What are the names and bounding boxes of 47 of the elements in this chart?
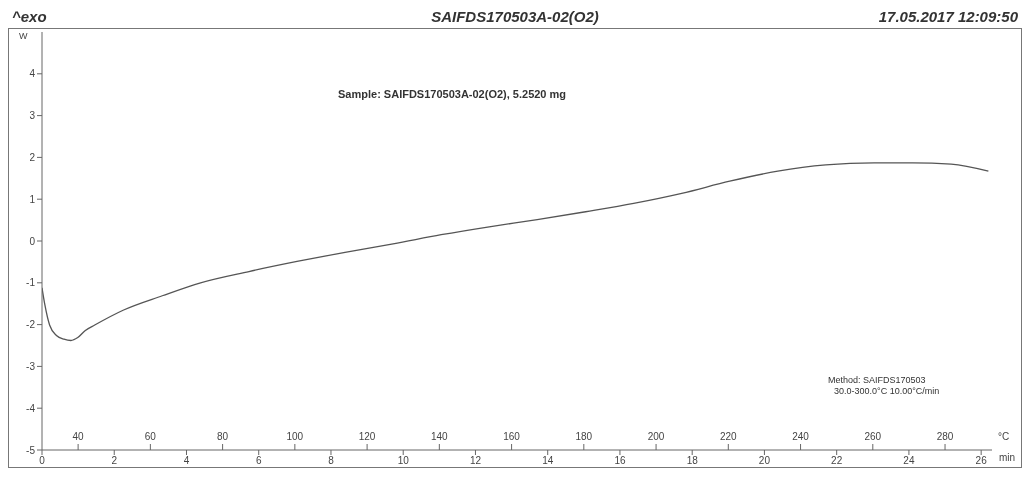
y-tick-label: -2 (26, 319, 36, 331)
x2-tick-label: 160 (503, 431, 521, 442)
x-tick-label: 20 (758, 455, 771, 467)
x2-tick-label: 60 (144, 431, 157, 442)
x-tick-label: 16 (614, 455, 626, 467)
x2-tick-label: 260 (864, 431, 882, 442)
y-tick-label: -5 (26, 444, 36, 456)
x-tick-label: 14 (542, 455, 554, 467)
x2-tick-label: 180 (575, 431, 593, 442)
y-tick-label: 4 (29, 68, 36, 80)
chart-title: SAIFDS170503A-02(O2) (431, 8, 599, 25)
x2-tick-label: 140 (430, 431, 449, 442)
y-tick-label: -4 (26, 402, 36, 414)
x-tick-label: 6 (255, 455, 262, 467)
x-axis-title: min (998, 452, 1015, 463)
x2-tick-label: 100 (286, 431, 304, 442)
x2-tick-label: 120 (358, 431, 376, 442)
y-tick-label: 2 (29, 151, 36, 163)
x2-tick-label: 280 (936, 431, 954, 442)
y-tick-label: 3 (29, 110, 36, 122)
x-tick-label: 12 (469, 455, 482, 467)
x-tick-label: 8 (328, 455, 335, 467)
y-axis-title: W (19, 31, 28, 42)
x-tick-label: 22 (831, 455, 843, 467)
line-series (42, 162, 990, 342)
x-tick-label: 10 (397, 455, 410, 467)
x-tick-label: 2 (111, 455, 118, 467)
x2-tick-label: 220 (719, 431, 738, 442)
x2-axis-title: °C (998, 431, 1010, 442)
y-tick-label: -1 (26, 277, 36, 289)
x-tick-label: 24 (903, 455, 915, 467)
text: ^exo (12, 8, 47, 25)
y-tick-label: 0 (29, 235, 36, 247)
x2-tick-label: 200 (647, 431, 665, 442)
x-tick-label: 4 (183, 455, 190, 467)
x-tick-label: 26 (975, 455, 988, 467)
annotation: 30.0-300.0°C 10.00°C/min (834, 386, 940, 396)
annotation: Method: SAIFDS170503 (828, 375, 926, 385)
x-tick-label: 0 (39, 455, 46, 467)
y-tick-label: -3 (26, 360, 36, 372)
text: 17.05.2017 12:09:50 (878, 8, 1018, 25)
x2-tick-label: 80 (217, 431, 229, 442)
x2-tick-label: 240 (792, 431, 810, 442)
x2-tick-label: 40 (72, 431, 85, 442)
y-tick-label: 1 (29, 193, 36, 205)
annotation: Sample: SAIFDS170503A-02(O2), 5.2520 mg (338, 88, 567, 100)
x-tick-label: 18 (686, 455, 699, 467)
